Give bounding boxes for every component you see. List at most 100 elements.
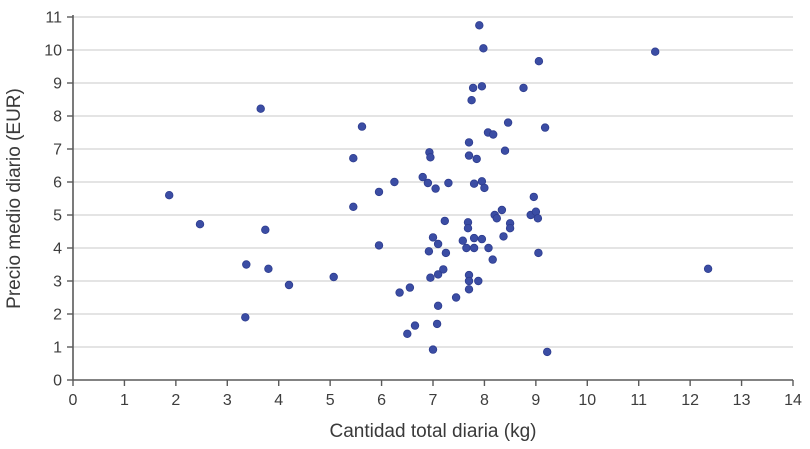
data-point	[390, 177, 399, 187]
data-point	[431, 184, 440, 193]
data-point	[464, 138, 474, 147]
data-point	[484, 243, 493, 253]
x-tick-label-0: 0	[69, 392, 78, 409]
data-point	[410, 321, 420, 330]
x-tick-label-12: 12	[681, 392, 699, 409]
y-tick-label-7: 7	[53, 142, 62, 159]
data-point	[472, 154, 481, 164]
data-point	[405, 283, 415, 292]
x-tick-label-5: 5	[326, 392, 335, 409]
y-tick-label-6: 6	[53, 175, 62, 192]
data-point	[464, 151, 474, 160]
data-point	[462, 243, 471, 253]
data-point	[477, 234, 487, 244]
x-tick-label-11: 11	[630, 392, 647, 409]
data-point	[464, 276, 474, 286]
data-point	[264, 264, 273, 273]
data-point	[469, 243, 479, 253]
data-point	[440, 216, 449, 226]
data-point	[441, 248, 451, 258]
data-point	[284, 280, 294, 290]
data-point	[534, 248, 543, 258]
data-point	[374, 187, 384, 197]
y-tick-label-0: 0	[53, 373, 62, 390]
data-point	[474, 276, 483, 286]
y-tick-label-8: 8	[53, 109, 62, 126]
data-point	[529, 192, 538, 202]
data-point	[480, 183, 489, 193]
data-point	[424, 247, 434, 256]
data-point	[463, 223, 473, 233]
x-tick-label-9: 9	[531, 392, 540, 409]
data-point	[468, 83, 478, 93]
data-point	[261, 225, 270, 234]
data-point	[418, 172, 427, 182]
gridlines	[73, 16, 793, 348]
data-point	[433, 270, 443, 279]
data-point	[492, 214, 501, 223]
x-tick-label-8: 8	[480, 392, 489, 409]
data-point	[432, 319, 442, 329]
data-point	[477, 82, 487, 91]
x-tick-label-7: 7	[429, 392, 438, 409]
data-point	[426, 153, 435, 162]
data-point	[444, 178, 453, 188]
x-tick-label-13: 13	[733, 392, 751, 409]
y-axis-label: Precio medio diario (EUR)	[4, 88, 25, 309]
data-point	[329, 272, 338, 282]
data-point	[433, 239, 443, 249]
x-tick-label-2: 2	[171, 392, 180, 409]
data-point	[428, 345, 438, 354]
data-point	[703, 264, 713, 273]
data-point	[403, 329, 412, 338]
data-point	[357, 122, 367, 131]
data-point	[428, 233, 438, 242]
data-point	[500, 146, 510, 155]
data-point	[256, 104, 265, 113]
data-point	[195, 219, 205, 229]
data-point	[475, 21, 484, 30]
y-tick-label-4: 4	[53, 241, 62, 258]
x-tick-label-14: 14	[784, 392, 802, 409]
x-tick-label-6: 6	[377, 392, 386, 409]
data-point	[467, 95, 476, 105]
data-point	[540, 123, 550, 132]
data-point	[489, 130, 498, 139]
x-axis-label: Cantidad total diaria (kg)	[330, 421, 537, 442]
data-point	[423, 178, 433, 188]
data-point	[433, 301, 443, 310]
axes	[67, 15, 794, 386]
data-point	[488, 255, 497, 264]
y-tick-label-1: 1	[53, 340, 62, 357]
data-point	[439, 265, 448, 274]
data-point	[464, 285, 474, 294]
data-point	[241, 313, 250, 322]
data-point	[651, 47, 660, 56]
y-tick-label-11: 11	[45, 10, 62, 27]
data-point	[469, 179, 479, 188]
data-point	[451, 293, 461, 302]
y-tick-label-9: 9	[53, 76, 62, 93]
y-tick-label-2: 2	[53, 307, 62, 324]
data-point	[469, 233, 479, 243]
data-point	[164, 190, 174, 200]
data-point	[497, 205, 507, 215]
data-point	[479, 44, 488, 53]
data-point	[458, 236, 467, 245]
data-point	[503, 118, 513, 127]
data-point	[499, 232, 508, 241]
x-tick-label-10: 10	[578, 392, 596, 409]
data-point	[395, 288, 404, 297]
y-tick-label-5: 5	[53, 208, 62, 225]
data-points	[164, 21, 713, 357]
x-tick-label-4: 4	[274, 392, 283, 409]
x-tick-label-3: 3	[223, 392, 232, 409]
data-point	[533, 214, 543, 223]
data-point	[374, 241, 384, 250]
data-point	[534, 57, 544, 66]
data-point	[242, 260, 251, 269]
y-tick-label-10: 10	[44, 43, 62, 60]
